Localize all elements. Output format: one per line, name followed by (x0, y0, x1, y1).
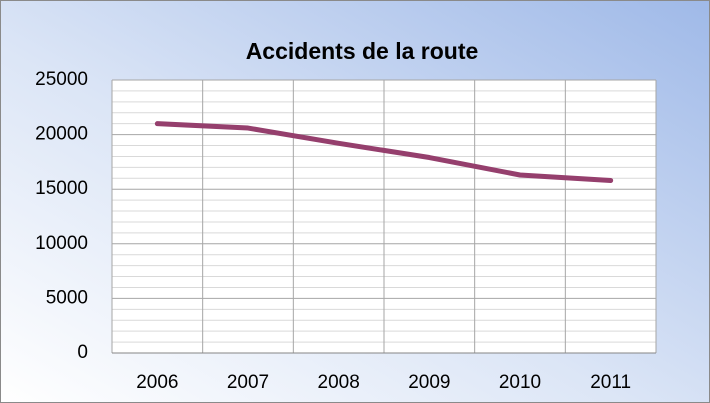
chart-title: Accidents de la route (246, 38, 479, 64)
y-tick-label: 15000 (35, 178, 88, 199)
x-tick-label: 2009 (408, 372, 450, 393)
x-tick-label: 2010 (499, 372, 541, 393)
x-tick-label: 2006 (136, 372, 178, 393)
x-tick-label: 2011 (590, 372, 631, 393)
y-tick-label: 5000 (46, 287, 88, 308)
y-tick-label: 10000 (35, 233, 88, 254)
line-series (154, 121, 614, 183)
y-tick-label: 25000 (35, 69, 88, 90)
y-tick-label: 20000 (35, 124, 88, 145)
x-tick-label: 2008 (318, 372, 360, 393)
y-tick-label: 0 (77, 342, 88, 363)
x-tick-label: 2007 (227, 372, 269, 393)
